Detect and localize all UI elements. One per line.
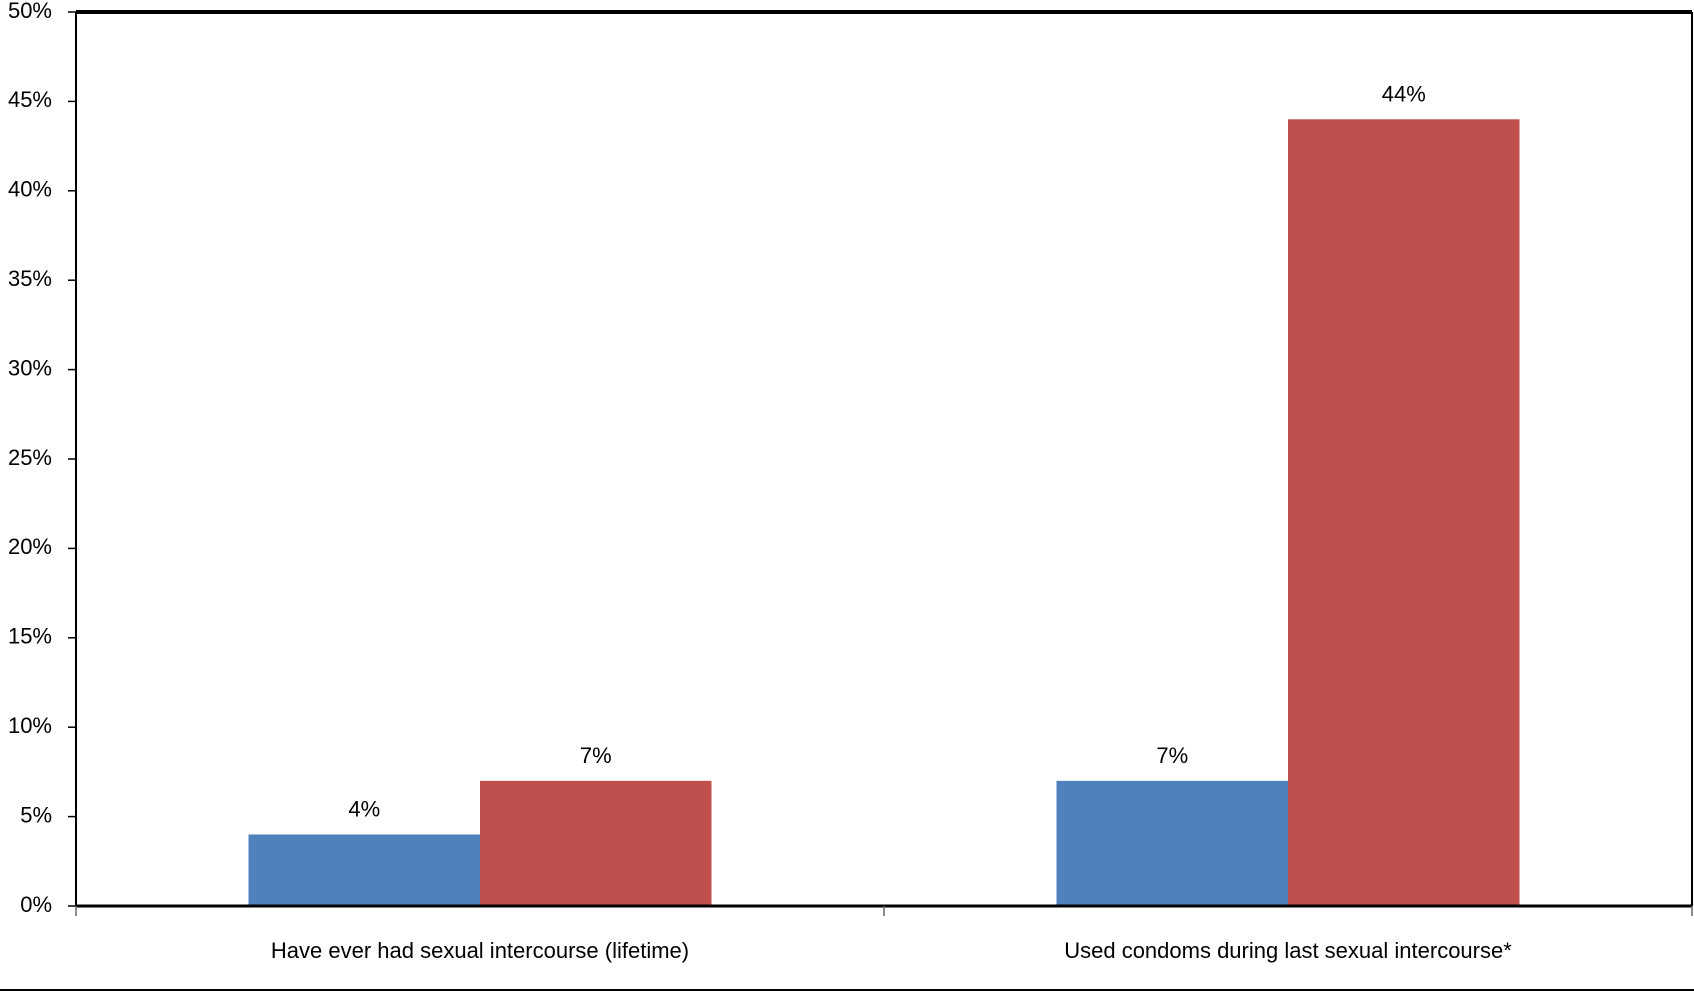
y-tick-label: 20% — [8, 534, 52, 559]
x-category-label: Have ever had sexual intercourse (lifeti… — [271, 938, 689, 963]
data-label: 44% — [1382, 81, 1426, 106]
y-axis: 0% 5% 10% 15% 20% 25% 30% 35% 40% 45% 50% — [8, 0, 76, 917]
y-tick-label: 45% — [8, 87, 52, 112]
bar — [248, 834, 480, 906]
y-tick-label: 50% — [8, 0, 52, 23]
y-tick-label: 35% — [8, 266, 52, 291]
y-tick-label: 15% — [8, 624, 52, 649]
data-label: 4% — [348, 796, 380, 821]
y-tick-label: 30% — [8, 355, 52, 380]
data-labels: 4% 7% 7% 44% — [348, 81, 1425, 821]
y-tick-label: 0% — [20, 892, 52, 917]
y-tick-label: 25% — [8, 445, 52, 470]
y-tick-label: 5% — [20, 802, 52, 827]
data-label: 7% — [1156, 743, 1188, 768]
x-category-label: Used condoms during last sexual intercou… — [1064, 938, 1512, 963]
bar — [1288, 119, 1520, 906]
y-tick-label: 40% — [8, 177, 52, 202]
bar — [1056, 780, 1288, 906]
data-label: 7% — [580, 743, 612, 768]
bar — [480, 780, 712, 906]
x-axis: Have ever had sexual intercourse (lifeti… — [75, 906, 1693, 963]
bars-group — [248, 119, 1520, 906]
y-tick-label: 10% — [8, 713, 52, 738]
